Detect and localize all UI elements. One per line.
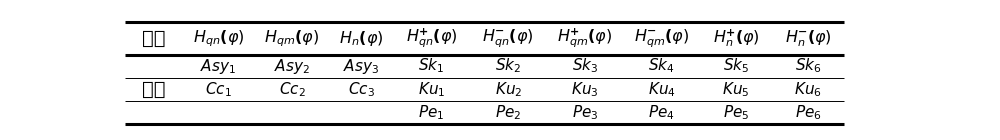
Text: $\it{Sk}_1$: $\it{Sk}_1$ [418,57,445,75]
Text: $\it{Sk}_2$: $\it{Sk}_2$ [495,57,521,75]
Text: 参数: 参数 [142,80,165,99]
Text: $\it{Ku}_6$: $\it{Ku}_6$ [794,80,822,99]
Text: $\mathbf{\it{H}}^{\mathbf{-}}_{\mathbf{\it{qm}}}\mathbf{(\it{\varphi})}$: $\mathbf{\it{H}}^{\mathbf{-}}_{\mathbf{\… [634,27,689,50]
Text: $\mathbf{\it{H}}^{\mathbf{+}}_{\mathbf{\it{qn}}}\mathbf{(\it{\varphi})}$: $\mathbf{\it{H}}^{\mathbf{+}}_{\mathbf{\… [406,26,457,50]
Text: $\it{Ku}_4$: $\it{Ku}_4$ [648,80,676,99]
Text: $\mathbf{\it{H}}^{\mathbf{+}}_{\mathbf{\it{n}}}\mathbf{(\it{\varphi})}$: $\mathbf{\it{H}}^{\mathbf{+}}_{\mathbf{\… [713,27,759,49]
Text: $\it{Ku}_5$: $\it{Ku}_5$ [722,80,750,99]
Text: $\it{Sk}_3$: $\it{Sk}_3$ [572,57,598,75]
Text: $\it{Pe}_2$: $\it{Pe}_2$ [495,103,521,122]
Text: $\mathbf{\it{H}}^{\mathbf{+}}_{\mathbf{\it{qm}}}\mathbf{(\it{\varphi})}$: $\mathbf{\it{H}}^{\mathbf{+}}_{\mathbf{\… [557,26,613,50]
Text: $\it{Pe}_1$: $\it{Pe}_1$ [418,103,445,122]
Text: $\mathbf{\it{H}}_{\mathbf{\it{n}}}\mathbf{(\it{\varphi})}$: $\mathbf{\it{H}}_{\mathbf{\it{n}}}\mathb… [339,29,383,48]
Text: $\it{Asy}_2$: $\it{Asy}_2$ [274,57,310,76]
Text: $\it{Sk}_6$: $\it{Sk}_6$ [795,57,821,75]
Text: $\mathbf{\it{H}}_{\mathbf{\it{qm}}}\mathbf{(\it{\varphi})}$: $\mathbf{\it{H}}_{\mathbf{\it{qm}}}\math… [264,28,320,49]
Text: $\it{Pe}_4$: $\it{Pe}_4$ [648,103,675,122]
Text: $\it{Ku}_2$: $\it{Ku}_2$ [495,80,522,99]
Text: $\mathbf{\it{H}}^{\mathbf{-}}_{\mathbf{\it{qn}}}\mathbf{(\it{\varphi})}$: $\mathbf{\it{H}}^{\mathbf{-}}_{\mathbf{\… [482,27,534,50]
Text: $\mathbf{\it{H}}_{\mathbf{\it{qn}}}\mathbf{(\it{\varphi})}$: $\mathbf{\it{H}}_{\mathbf{\it{qn}}}\math… [193,28,244,49]
Text: $\it{Ku}_1$: $\it{Ku}_1$ [418,80,445,99]
Text: $\it{Ku}_3$: $\it{Ku}_3$ [571,80,599,99]
Text: $\it{Asy}_3$: $\it{Asy}_3$ [343,57,379,76]
Text: $\it{Sk}_5$: $\it{Sk}_5$ [723,57,749,75]
Text: $\it{Cc}_1$: $\it{Cc}_1$ [205,80,232,99]
Text: $\it{Asy}_1$: $\it{Asy}_1$ [200,57,236,76]
Text: $\it{Cc}_2$: $\it{Cc}_2$ [279,80,305,99]
Text: $\it{Pe}_5$: $\it{Pe}_5$ [723,103,749,122]
Text: 图谱: 图谱 [142,29,165,48]
Text: $\it{Cc}_3$: $\it{Cc}_3$ [348,80,374,99]
Text: $\it{Sk}_4$: $\it{Sk}_4$ [648,57,675,75]
Text: $\mathbf{\it{H}}^{\mathbf{-}}_{\mathbf{\it{n}}}\mathbf{(\it{\varphi})}$: $\mathbf{\it{H}}^{\mathbf{-}}_{\mathbf{\… [785,28,832,49]
Text: $\it{Pe}_3$: $\it{Pe}_3$ [572,103,598,122]
Text: $\it{Pe}_6$: $\it{Pe}_6$ [795,103,822,122]
